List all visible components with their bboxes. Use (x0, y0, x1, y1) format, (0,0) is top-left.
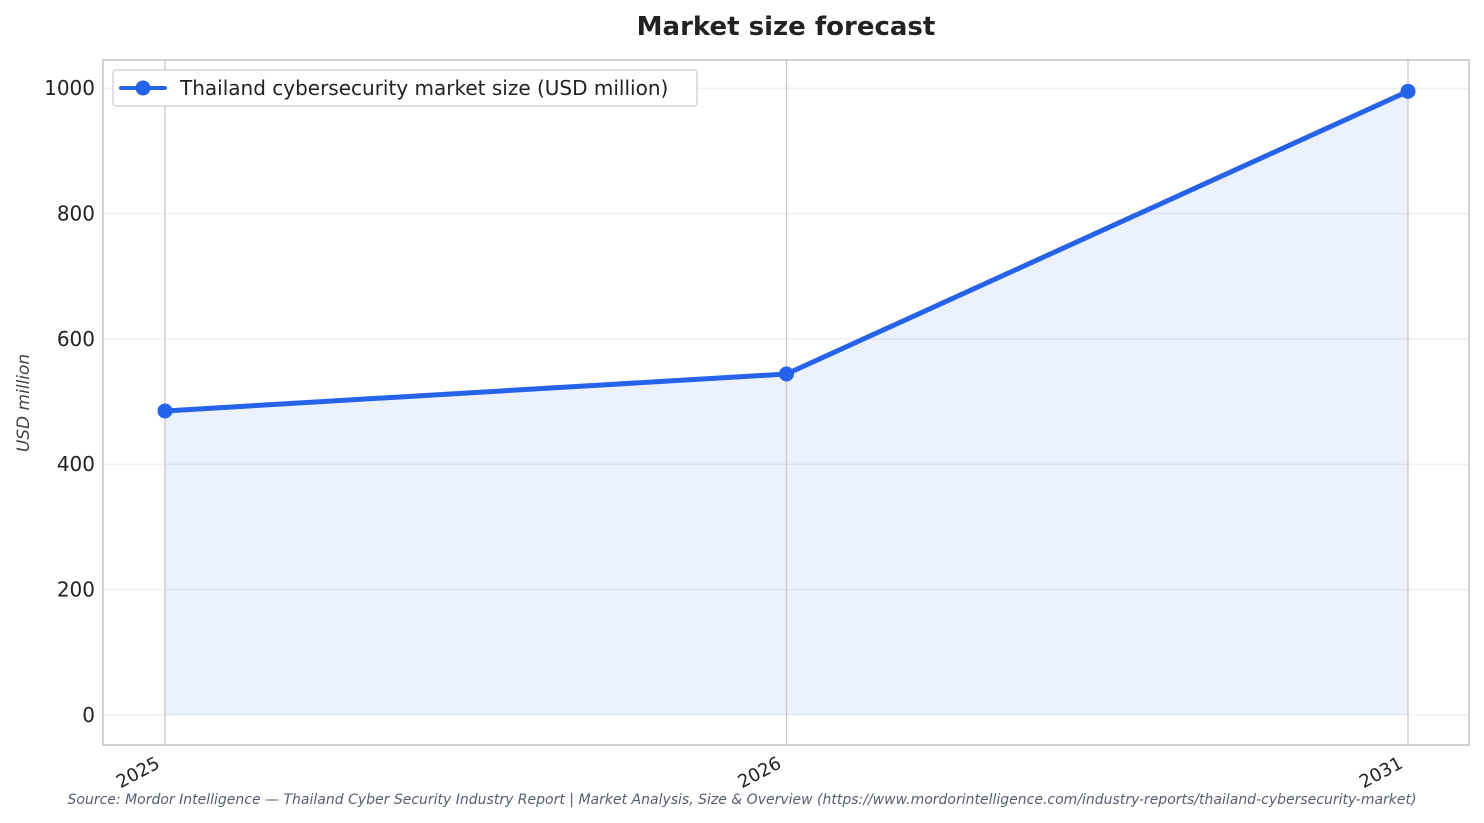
legend-marker (135, 80, 151, 96)
x-axis-ticks: 2025 2026 2031 (113, 753, 1406, 793)
y-tick-label-400: 400 (57, 452, 95, 476)
x-gridlines (164, 60, 1409, 745)
data-point-2025 (157, 403, 173, 419)
chart-title: Market size forecast (637, 12, 936, 42)
legend-label: Thailand cybersecurity market size (USD … (179, 76, 668, 100)
y-tick-label-600: 600 (57, 327, 95, 351)
source-note: Source: Mordor Intelligence — Thailand C… (68, 792, 1417, 808)
y-axis-label: USD million (14, 354, 34, 452)
y-axis-ticks: 0 200 400 600 800 1000 (44, 76, 95, 727)
y-tick-label-200: 200 (57, 578, 95, 602)
y-tick-label-1000: 1000 (44, 76, 95, 100)
data-point-2031 (1400, 83, 1416, 99)
y-tick-label-0: 0 (82, 703, 95, 727)
y-tick-label-800: 800 (57, 202, 95, 226)
legend: Thailand cybersecurity market size (USD … (112, 69, 698, 107)
data-points (157, 83, 1416, 419)
plot-frame (102, 59, 1470, 746)
x-tick-label-2026: 2026 (735, 753, 785, 793)
x-tick-label-2031: 2031 (1356, 753, 1406, 793)
legend-box (112, 69, 698, 107)
x-tick-label-2025: 2025 (113, 753, 163, 793)
data-point-2026 (779, 366, 794, 382)
